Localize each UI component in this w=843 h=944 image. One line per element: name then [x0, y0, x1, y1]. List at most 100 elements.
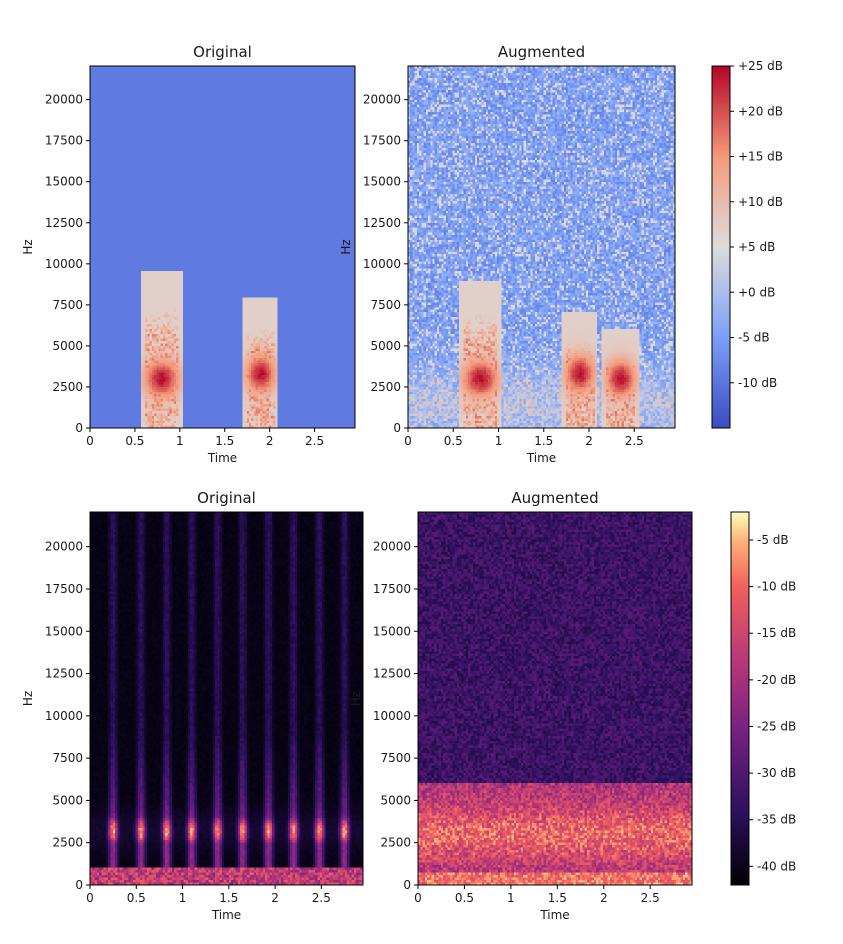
x-tick-label: 2 — [585, 434, 593, 448]
spectrogram-image — [408, 66, 675, 428]
x-tick-label: 0.5 — [444, 434, 463, 448]
y-tick-label: 12500 — [45, 667, 83, 681]
x-tick-label: 2.5 — [305, 434, 324, 448]
y-tick-label: 20000 — [45, 540, 83, 554]
y-tick-label: 2500 — [52, 836, 83, 850]
y-tick-label: 20000 — [45, 93, 83, 107]
y-tick-label: 15000 — [373, 624, 411, 638]
y-tick-label: 7500 — [52, 751, 83, 765]
colorbar-tick-label: +25 dB — [738, 59, 783, 73]
colorbar-tick-label: -5 dB — [738, 331, 770, 345]
y-tick-label: 17500 — [45, 582, 83, 596]
panel-title: Augmented — [511, 489, 598, 507]
x-tick-label: 0 — [414, 891, 422, 905]
y-tick-label: 15000 — [45, 175, 83, 189]
colorbar-tick-label: -5 dB — [757, 533, 789, 547]
x-tick-label: 0.5 — [127, 891, 146, 905]
y-axis-label: Hz — [21, 239, 35, 254]
x-tick-label: 2 — [600, 891, 608, 905]
y-tick-label: 10000 — [373, 709, 411, 723]
x-tick-label: 0.5 — [455, 891, 474, 905]
colorbar-gradient — [711, 65, 731, 429]
colorbar-tick-label: -30 dB — [757, 766, 796, 780]
colorbar-tick-label: -35 dB — [757, 813, 796, 827]
y-tick-label: 17500 — [363, 134, 401, 148]
x-axis-label: Time — [211, 908, 241, 922]
spectrogram-panel-4: Augmented 0 0.5 1 1.5 2 2.5 Time 0 2500 5000 7500 10… — [349, 489, 693, 922]
y-tick-label: 7500 — [380, 751, 411, 765]
y-axis-label: Hz — [21, 691, 35, 706]
y-tick-label: 5000 — [370, 339, 401, 353]
colorbar-tick-label: -25 dB — [757, 719, 796, 733]
y-tick-label: 2500 — [380, 836, 411, 850]
plot-frame — [89, 511, 364, 886]
colorbar-2: -5 dB -10 dB -15 dB -20 dB -25 dB -30 dB -35 d… — [730, 511, 796, 886]
y-tick-label: 10000 — [45, 257, 83, 271]
y-tick-label: 0 — [75, 878, 83, 892]
y-tick-label: 12500 — [373, 667, 411, 681]
x-tick-label: 2 — [271, 891, 279, 905]
y-tick-label: 5000 — [52, 793, 83, 807]
y-tick-label: 17500 — [45, 134, 83, 148]
panel-title: Original — [193, 43, 252, 61]
y-tick-label: 10000 — [45, 709, 83, 723]
colorbar-tick-label: +15 dB — [738, 150, 783, 164]
y-tick-label: 2500 — [370, 380, 401, 394]
panel-title: Augmented — [498, 43, 585, 61]
y-tick-label: 7500 — [52, 298, 83, 312]
colorbar-tick-label: +5 dB — [738, 240, 775, 254]
y-tick-label: 0 — [403, 878, 411, 892]
y-tick-label: 20000 — [373, 540, 411, 554]
colorbar-gradient — [730, 511, 750, 886]
y-axis-label: Hz — [339, 239, 353, 254]
x-tick-label: 1 — [176, 434, 184, 448]
spectrogram-panel-1: Original 0 0.5 1 1.5 2 2.5 Time 0 2500 5000 7500 100… — [21, 43, 356, 465]
y-tick-label: 0 — [393, 421, 401, 435]
spectrogram-panel-3: Original 0 0.5 1 1.5 2 2.5 Time 0 2500 5000 7500 100… — [21, 489, 364, 922]
x-tick-label: 1 — [495, 434, 503, 448]
y-tick-label: 10000 — [363, 257, 401, 271]
x-tick-label: 0 — [404, 434, 412, 448]
plot-frame — [89, 65, 356, 429]
x-axis-label: Time — [539, 908, 569, 922]
plot-frame — [417, 511, 693, 886]
x-axis-label: Time — [526, 451, 556, 465]
y-tick-label: 0 — [75, 421, 83, 435]
x-tick-label: 0 — [86, 434, 94, 448]
y-tick-label: 20000 — [363, 93, 401, 107]
panel-title: Original — [197, 489, 256, 507]
spectrogram-image — [418, 512, 692, 885]
x-tick-label: 0 — [86, 891, 94, 905]
x-tick-label: 1.5 — [534, 434, 553, 448]
spectrogram-image — [90, 512, 363, 885]
y-tick-label: 15000 — [363, 175, 401, 189]
x-tick-label: 1.5 — [219, 891, 238, 905]
y-axis-label: Hz — [349, 691, 363, 706]
colorbar-tick-label: -20 dB — [757, 673, 796, 687]
x-tick-label: 2.5 — [312, 891, 331, 905]
spectrogram-image — [90, 66, 355, 428]
x-tick-label: 2 — [266, 434, 274, 448]
x-tick-label: 1 — [179, 891, 187, 905]
y-tick-label: 2500 — [52, 380, 83, 394]
colorbar-tick-label: +20 dB — [738, 104, 783, 118]
y-tick-label: 5000 — [52, 339, 83, 353]
colorbar-tick-label: +0 dB — [738, 285, 775, 299]
y-tick-label: 12500 — [45, 216, 83, 230]
colorbar-tick-label: -10 dB — [757, 580, 796, 594]
x-tick-label: 2.5 — [625, 434, 644, 448]
colorbar-tick-label: +10 dB — [738, 195, 783, 209]
x-axis-label: Time — [207, 451, 237, 465]
colorbar-1: +25 dB +20 dB +15 dB +10 dB +5 dB +0 dB -5 dB -… — [711, 59, 783, 429]
x-tick-label: 1.5 — [548, 891, 567, 905]
y-tick-label: 7500 — [370, 298, 401, 312]
y-tick-label: 12500 — [363, 216, 401, 230]
y-tick-label: 17500 — [373, 582, 411, 596]
colorbar-tick-label: -10 dB — [738, 376, 777, 390]
colorbar-tick-label: -15 dB — [757, 626, 796, 640]
y-tick-label: 5000 — [380, 793, 411, 807]
colorbar-tick-label: -40 dB — [757, 859, 796, 873]
spectrogram-panel-2: Augmented 0 0.5 1 1.5 2 2.5 Time 0 2500 5000 7500 10… — [339, 43, 676, 465]
plot-frame — [407, 65, 676, 429]
